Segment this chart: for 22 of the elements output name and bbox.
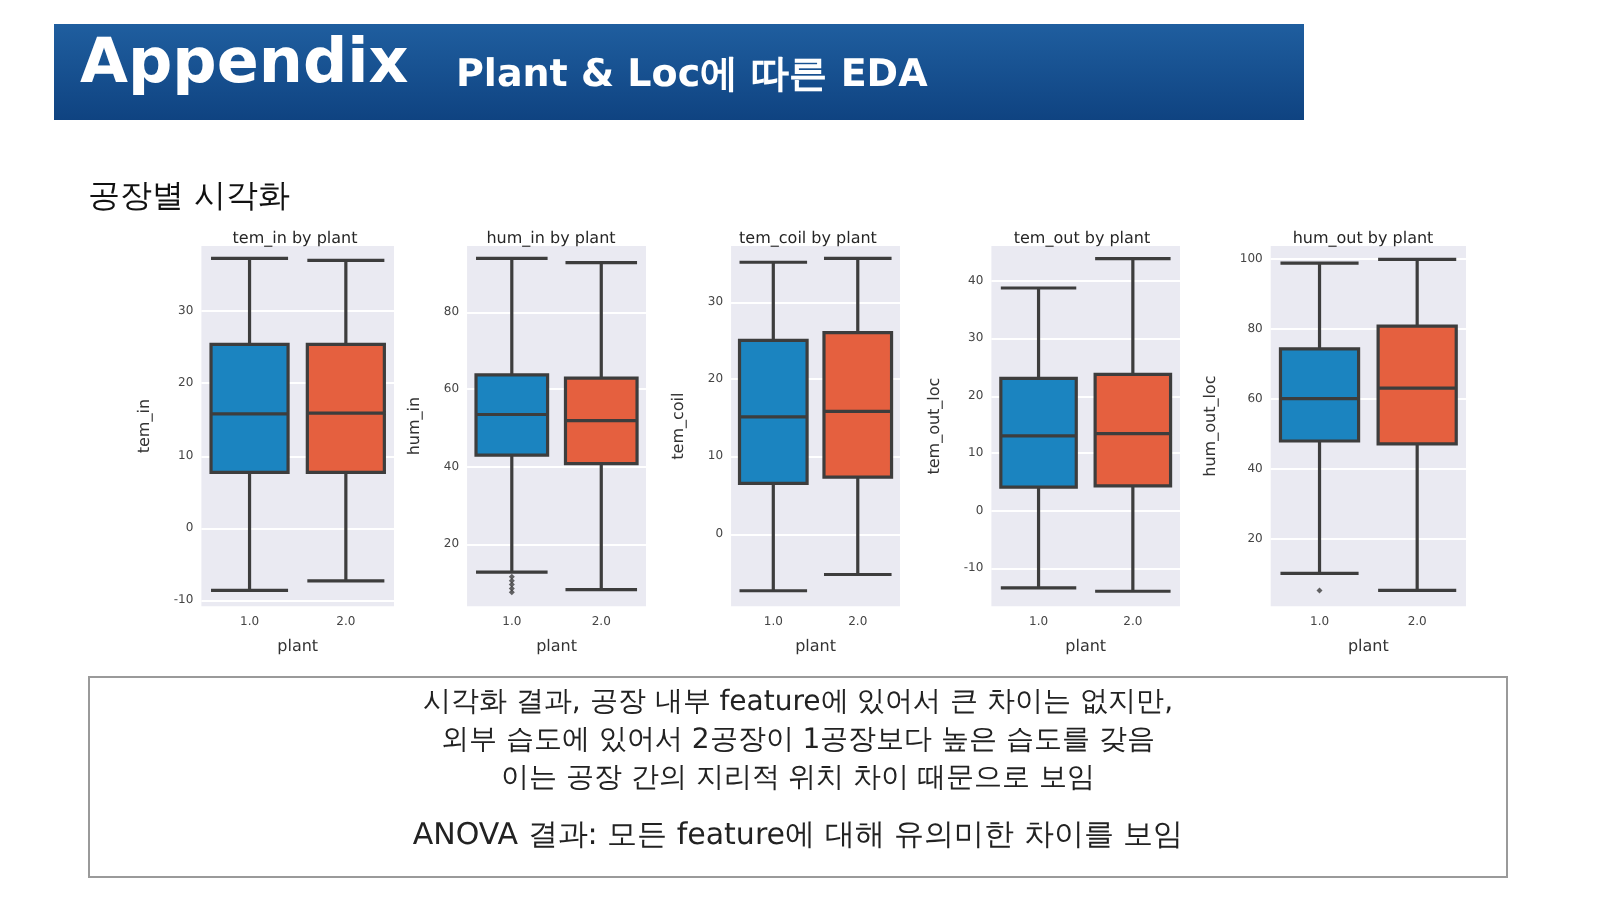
chart-title: tem_coil by plant (739, 229, 877, 247)
y-axis-title: hum_out_loc (1201, 375, 1219, 477)
x-axis-title: plant (795, 637, 836, 655)
text: 이는 공장 간의 지리적 위치 차이 때문으로 보임 (498, 760, 1098, 796)
text: Plant & Loc에 따른 EDA (456, 50, 928, 100)
chart-title: hum_in by plant (486, 229, 616, 247)
y-axis-title: tem_coil (669, 392, 687, 460)
x-axis-title: plant (1065, 637, 1107, 655)
text: 공장별 시각화 (88, 176, 291, 218)
text: 외부 습도에 있어서 2공장이 1공장보다 높은 습도를 갖음 (439, 722, 1157, 758)
text: Appendix (80, 26, 409, 98)
x-axis-title: plant (536, 637, 577, 655)
chart-title: tem_out by plant (1013, 229, 1151, 247)
y-axis-title: tem_in (135, 398, 153, 454)
text: ANOVA 결과: 모든 feature에 대해 유의미한 차이를 보임 (410, 816, 1186, 854)
chart-title: hum_out by plant (1292, 229, 1434, 247)
y-axis-title: hum_in (405, 396, 423, 456)
x-axis-title: plant (277, 637, 319, 655)
x-axis-title: plant (1347, 637, 1389, 655)
chart-title: tem_in by plant (232, 229, 358, 247)
text: 시각화 결과, 공장 내부 feature에 있어서 큰 차이는 없지만, (420, 684, 1176, 720)
y-axis-title: tem_out_loc (925, 377, 943, 475)
